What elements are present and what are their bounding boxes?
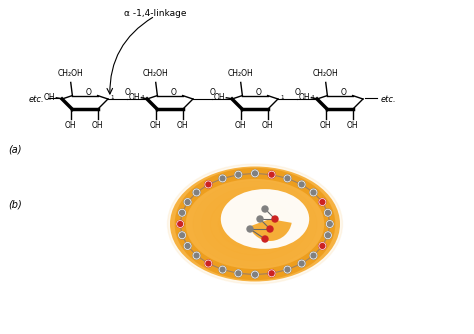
Circle shape [298, 260, 305, 267]
Text: 4: 4 [140, 95, 144, 100]
Circle shape [310, 252, 317, 259]
Text: OH: OH [299, 93, 310, 102]
Text: O: O [255, 88, 261, 97]
Circle shape [284, 175, 291, 182]
Text: OH: OH [92, 121, 103, 130]
Text: 1: 1 [110, 95, 114, 100]
Circle shape [310, 189, 317, 196]
Ellipse shape [167, 164, 343, 284]
Text: CH₂OH: CH₂OH [58, 69, 83, 78]
Text: (b): (b) [8, 199, 22, 209]
Circle shape [268, 270, 275, 277]
Circle shape [298, 181, 305, 188]
Circle shape [205, 260, 212, 267]
Ellipse shape [193, 181, 317, 267]
Text: O: O [125, 88, 130, 97]
Ellipse shape [236, 210, 274, 238]
Text: OH: OH [44, 93, 55, 102]
Circle shape [193, 252, 200, 259]
Circle shape [247, 226, 253, 232]
Text: CH₂OH: CH₂OH [143, 69, 169, 78]
Text: O: O [210, 88, 216, 97]
Ellipse shape [227, 204, 283, 244]
Ellipse shape [244, 216, 266, 232]
Circle shape [219, 175, 226, 182]
Wedge shape [249, 219, 292, 241]
Text: CH₂OH: CH₂OH [313, 69, 338, 78]
Circle shape [252, 271, 258, 278]
Circle shape [179, 209, 186, 216]
Circle shape [219, 266, 226, 273]
Circle shape [324, 209, 331, 216]
Circle shape [267, 226, 273, 232]
Ellipse shape [176, 170, 334, 278]
Text: O: O [170, 88, 176, 97]
Text: OH: OH [347, 121, 358, 130]
Text: OH: OH [177, 121, 189, 130]
Text: O: O [85, 88, 91, 97]
Text: O: O [294, 88, 301, 97]
Circle shape [324, 232, 331, 239]
Ellipse shape [170, 167, 340, 282]
Text: 4: 4 [310, 95, 314, 100]
Circle shape [179, 232, 186, 239]
Circle shape [184, 242, 191, 249]
Text: α -1,4-linkage: α -1,4-linkage [124, 9, 186, 18]
Text: CH₂OH: CH₂OH [228, 69, 254, 78]
Text: OH: OH [65, 121, 76, 130]
Circle shape [262, 206, 268, 212]
Circle shape [235, 171, 242, 178]
Text: OH: OH [214, 93, 226, 102]
Circle shape [262, 236, 268, 242]
Ellipse shape [184, 175, 326, 273]
Text: OH: OH [320, 121, 331, 130]
Circle shape [268, 171, 275, 178]
Circle shape [319, 198, 326, 205]
Text: etc.: etc. [381, 95, 397, 104]
Circle shape [257, 216, 263, 222]
Ellipse shape [219, 198, 292, 249]
Text: O: O [340, 88, 346, 97]
Circle shape [272, 216, 278, 222]
Text: OH: OH [129, 93, 140, 102]
Ellipse shape [210, 193, 300, 255]
Circle shape [205, 181, 212, 188]
Ellipse shape [221, 189, 309, 249]
Text: 1: 1 [281, 95, 284, 100]
Circle shape [284, 266, 291, 273]
Circle shape [252, 170, 258, 177]
Circle shape [184, 198, 191, 205]
Circle shape [235, 270, 242, 277]
Circle shape [177, 220, 184, 227]
Text: (a): (a) [8, 144, 21, 154]
Circle shape [319, 242, 326, 249]
Text: OH: OH [235, 121, 246, 130]
Text: OH: OH [150, 121, 162, 130]
Text: etc.: etc. [28, 95, 44, 104]
Circle shape [193, 189, 200, 196]
Text: OH: OH [262, 121, 273, 130]
Ellipse shape [201, 187, 309, 261]
Circle shape [326, 220, 333, 227]
